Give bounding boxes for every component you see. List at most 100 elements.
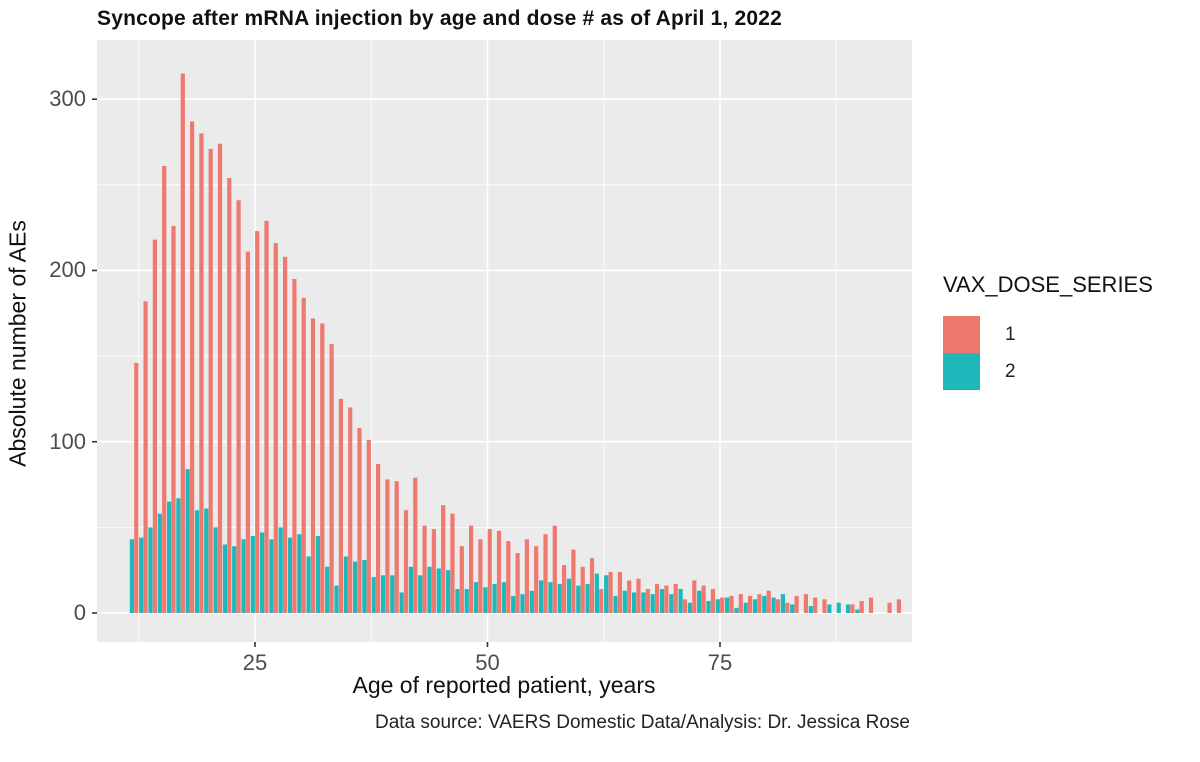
chart-title: Syncope after mRNA injection by age and … (97, 7, 783, 30)
bar-dose1-age-67 (645, 589, 650, 613)
bar-dose1-age-35 (348, 407, 353, 613)
bar-dose1-age-42 (413, 477, 418, 613)
bar-dose2-age-77 (734, 607, 739, 613)
bar-dose2-age-72 (687, 602, 692, 613)
bar-dose2-age-89 (845, 604, 851, 613)
x-tick-label-25: 25 (242, 650, 268, 675)
bar-dose2-age-64 (613, 595, 618, 613)
bar-dose2-age-39 (380, 575, 386, 613)
bar-dose1-age-73 (701, 585, 706, 613)
bar-dose1-age-93 (887, 602, 892, 613)
bar-dose2-age-55 (529, 590, 534, 613)
legend-title: VAX_DOSE_SERIES (943, 272, 1153, 297)
panel-background (97, 40, 912, 642)
bar-dose1-age-37 (366, 440, 371, 613)
bar-dose2-age-53 (511, 595, 516, 613)
bar-dose1-age-32 (320, 323, 325, 613)
bar-dose1-age-83 (794, 595, 799, 613)
bar-dose1-age-61 (589, 558, 595, 613)
bar-dose2-age-73 (697, 590, 702, 613)
bar-dose1-age-49 (478, 539, 483, 613)
bar-dose1-age-39 (385, 479, 390, 613)
bar-dose2-age-69 (659, 589, 665, 613)
bar-dose1-age-22 (227, 177, 232, 614)
bar-dose2-age-61 (585, 583, 590, 613)
legend-entry-dose2: 2 (943, 353, 1153, 390)
bar-dose2-age-44 (427, 566, 432, 613)
bar-dose1-age-56 (543, 534, 548, 613)
bar-dose2-age-65 (622, 590, 627, 613)
bar-dose2-age-82 (780, 594, 785, 613)
bar-dose1-age-16 (171, 225, 176, 613)
bar-dose1-age-19 (199, 133, 204, 613)
bar-dose2-age-31 (306, 556, 311, 613)
bar-dose1-age-55 (534, 546, 539, 613)
bar-dose1-age-66 (636, 578, 641, 613)
bar-dose1-age-40 (394, 481, 399, 613)
bar-dose1-age-89 (850, 604, 855, 613)
bar-dose2-age-28 (278, 527, 283, 613)
bar-dose2-age-79 (752, 599, 758, 613)
bar-dose2-age-38 (371, 577, 376, 613)
bar-dose1-age-70 (673, 583, 678, 613)
bar-dose1-age-20 (208, 148, 213, 613)
legend: VAX_DOSE_SERIES 1 2 (943, 272, 1153, 390)
bar-dose1-age-78 (748, 595, 753, 613)
bar-dose2-age-21 (213, 527, 218, 613)
bar-dose1-age-76 (729, 595, 734, 613)
bar-dose2-age-87 (827, 604, 832, 613)
bar-dose2-age-48 (464, 589, 469, 613)
bar-dose2-age-15 (157, 513, 162, 613)
bar-dose1-age-15 (162, 165, 167, 614)
bar-dose1-age-51 (496, 530, 502, 613)
bar-dose1-age-26 (264, 220, 269, 614)
bar-dose2-age-83 (790, 604, 795, 613)
bar-dose2-age-35 (343, 556, 348, 613)
bar-dose2-age-88 (836, 602, 841, 613)
bar-dose2-age-26 (260, 532, 265, 613)
bar-dose2-age-16 (167, 501, 172, 613)
bar-dose2-age-76 (725, 597, 730, 613)
bar-dose2-age-36 (353, 561, 358, 613)
bar-dose2-age-60 (576, 585, 581, 613)
bar-dose2-age-12 (129, 539, 134, 613)
legend-entry-dose1: 1 (943, 316, 1153, 353)
bar-dose1-age-54 (524, 539, 529, 613)
bar-dose2-age-46 (446, 570, 451, 613)
bar-dose1-age-23 (236, 200, 241, 613)
bar-dose2-age-24 (241, 539, 246, 613)
bar-dose1-age-38 (376, 463, 381, 613)
bar-dose2-age-41 (399, 592, 404, 613)
bar-dose2-age-80 (762, 595, 767, 613)
bar-dose2-age-33 (325, 566, 330, 613)
bar-dose1-age-43 (422, 525, 427, 613)
x-axis-title: Age of reported patient, years (352, 672, 656, 698)
bar-dose2-age-85 (808, 606, 813, 613)
data-source-caption: Data source: VAERS Domestic Data/Analysi… (374, 712, 910, 733)
bar-dose2-age-90 (855, 609, 860, 613)
bar-dose2-age-57 (548, 582, 553, 613)
bar-dose2-age-37 (362, 559, 367, 613)
bar-dose1-age-72 (692, 580, 697, 613)
bar-dose1-age-91 (868, 597, 874, 613)
bar-dose2-age-66 (632, 592, 637, 613)
bar-dose2-age-40 (390, 575, 395, 613)
bar-dose2-age-43 (418, 575, 423, 613)
bar-dose2-age-81 (771, 597, 776, 613)
bar-dose2-age-13 (139, 537, 144, 613)
bar-dose1-age-48 (469, 525, 474, 613)
bar-dose1-age-69 (664, 585, 669, 613)
bar-dose1-age-84 (803, 594, 808, 613)
legend-label-dose1: 1 (1005, 323, 1016, 345)
bar-dose2-age-23 (232, 546, 237, 613)
bar-dose2-age-58 (557, 583, 562, 613)
bar-dose2-age-62 (594, 573, 599, 613)
bar-dose2-age-71 (678, 589, 683, 613)
bar-dose2-age-63 (604, 575, 609, 613)
bar-dose2-age-70 (669, 594, 674, 613)
y-axis-title: Absolute number of AEs (4, 220, 31, 467)
bar-dose1-age-85 (813, 597, 818, 613)
bar-dose2-age-59 (566, 578, 572, 613)
legend-swatch-dose1-icon (943, 316, 980, 353)
